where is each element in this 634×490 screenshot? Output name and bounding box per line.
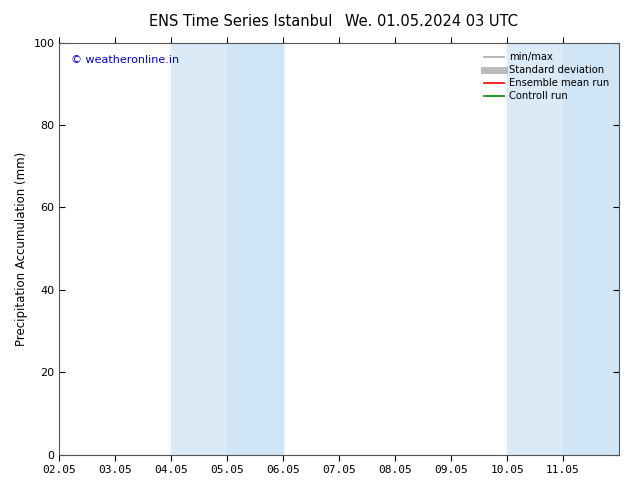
Bar (507, 43, 563, 455)
Legend: min/max, Standard deviation, Ensemble mean run, Controll run: min/max, Standard deviation, Ensemble me… (480, 48, 614, 105)
Bar (563, 43, 619, 455)
Bar (228, 43, 283, 455)
Text: © weatheronline.in: © weatheronline.in (70, 55, 179, 65)
Y-axis label: Precipitation Accumulation (mm): Precipitation Accumulation (mm) (15, 151, 28, 346)
Text: We. 01.05.2024 03 UTC: We. 01.05.2024 03 UTC (345, 14, 517, 29)
Text: ENS Time Series Istanbul: ENS Time Series Istanbul (149, 14, 333, 29)
Bar (171, 43, 228, 455)
